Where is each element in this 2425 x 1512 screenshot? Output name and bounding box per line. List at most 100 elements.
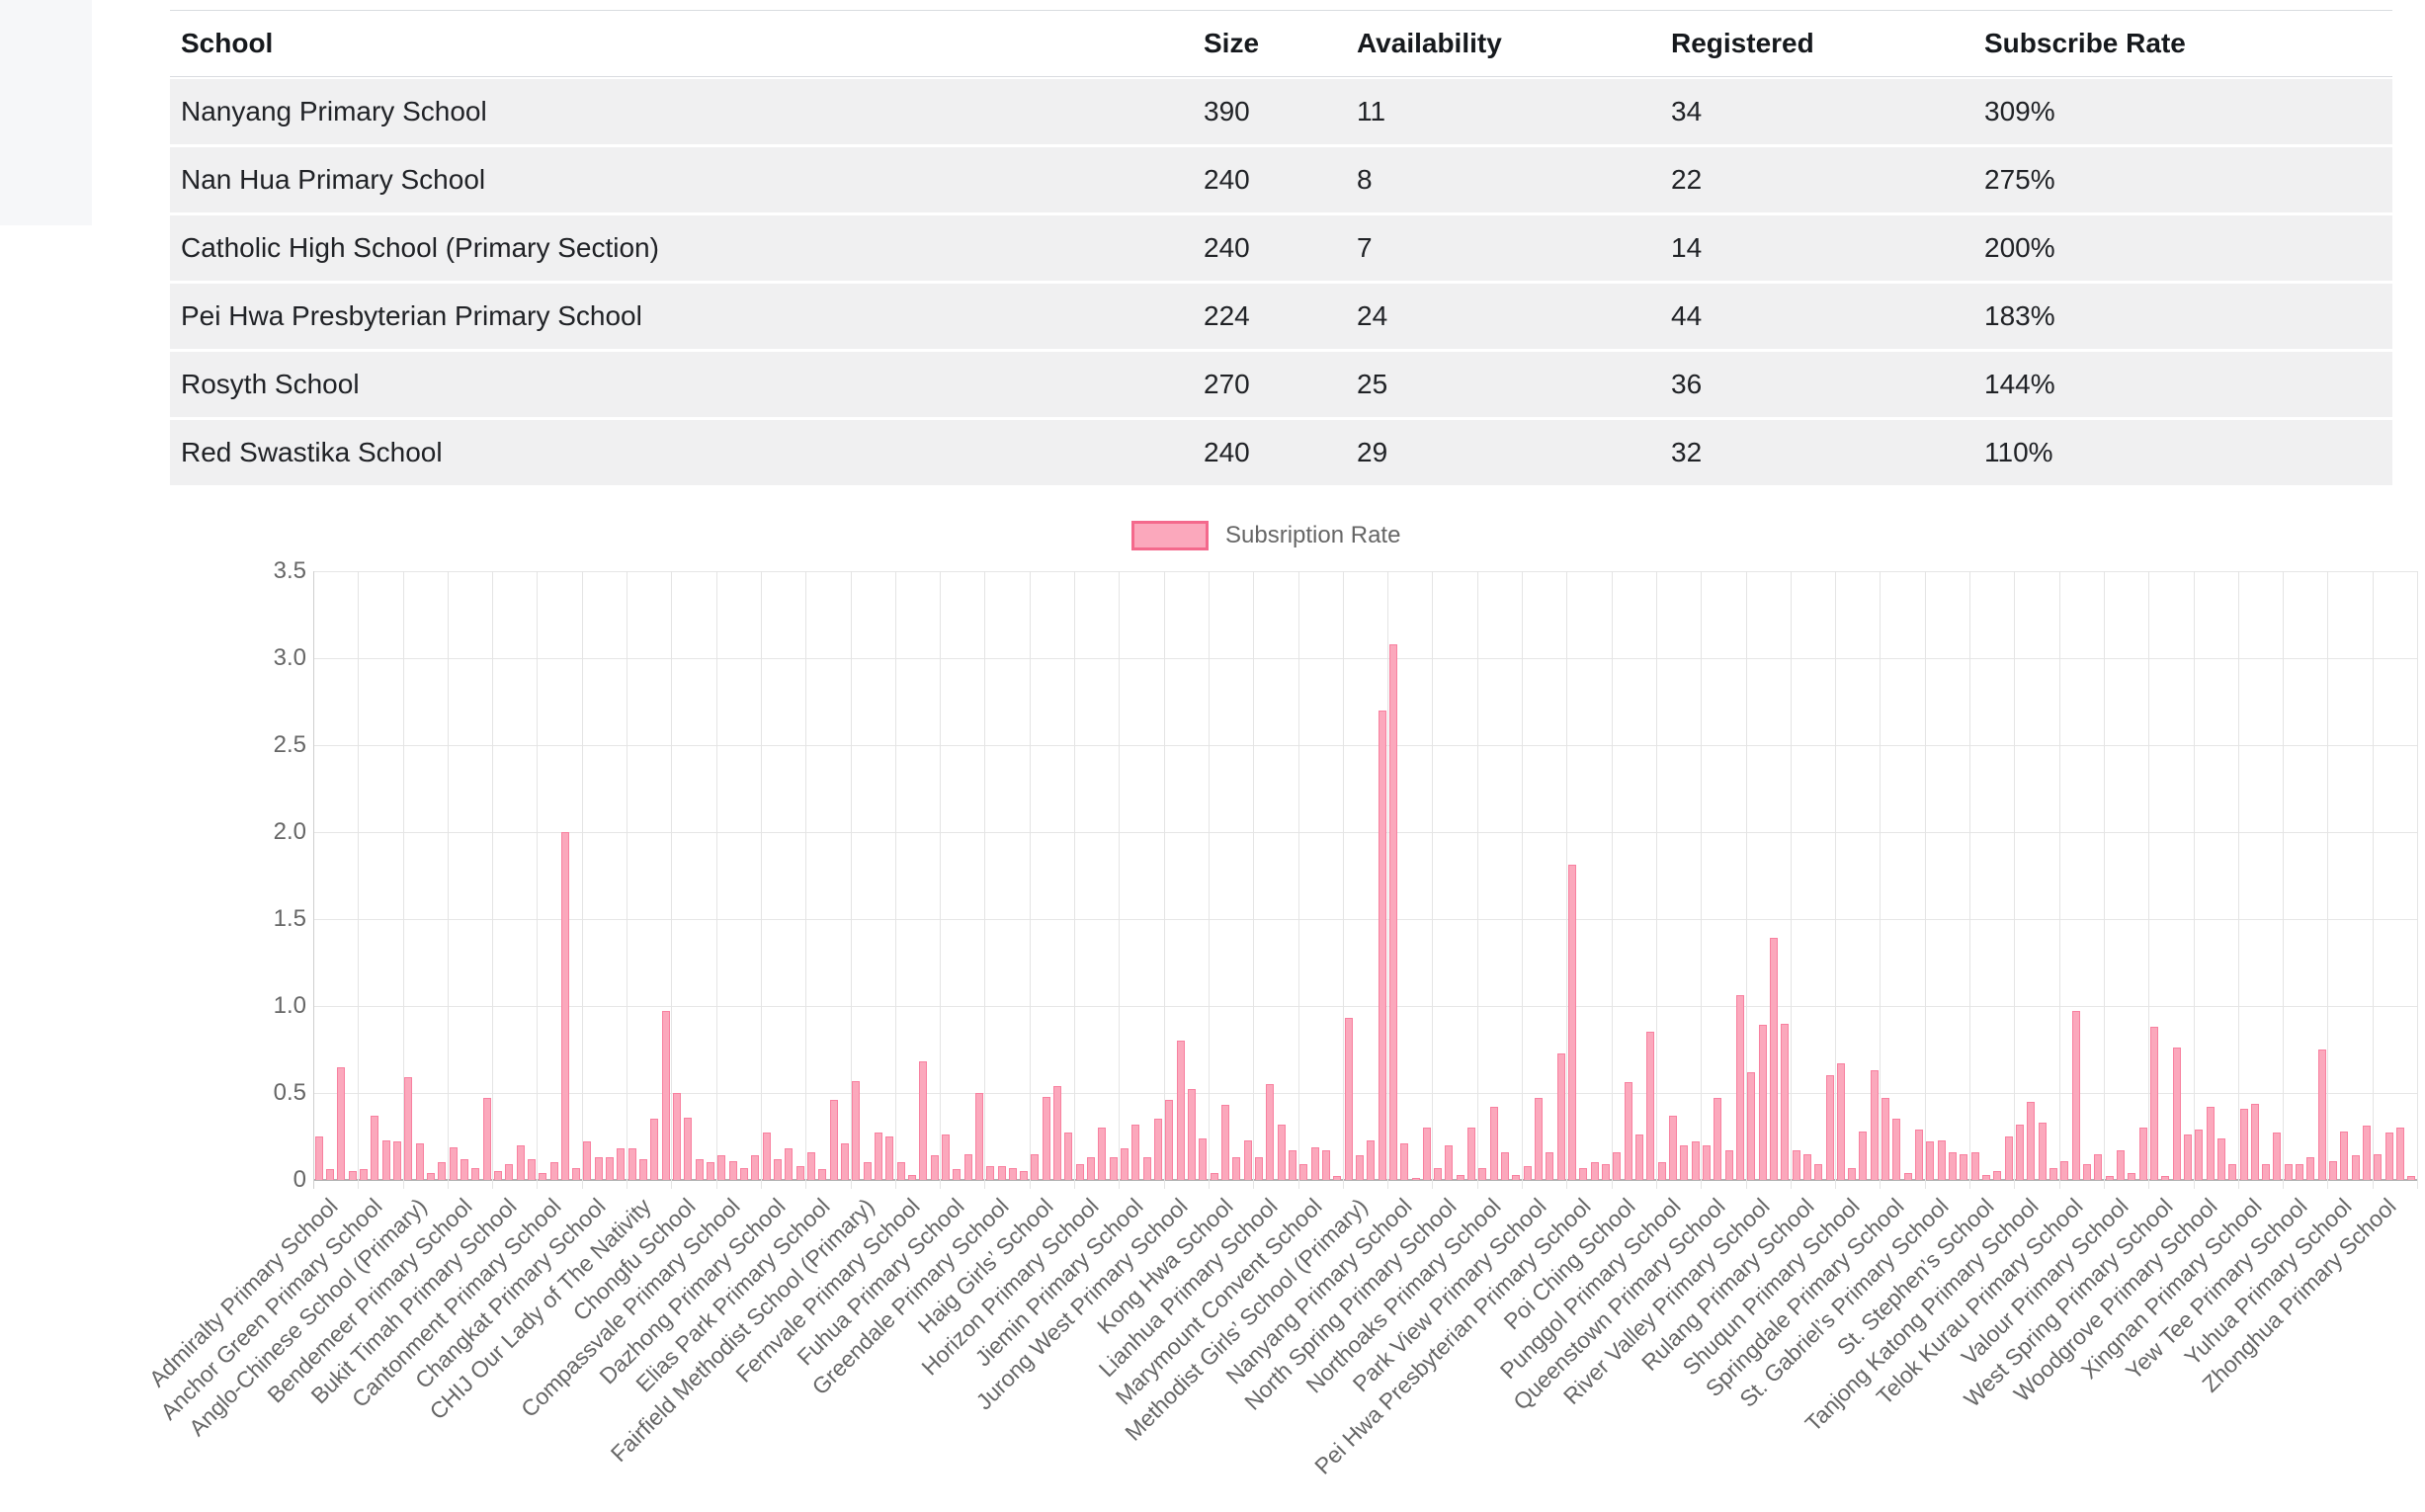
bar xyxy=(2384,1133,2393,1180)
bar xyxy=(1814,1164,1823,1180)
bar xyxy=(2317,1050,2326,1180)
bar xyxy=(1747,1072,1756,1180)
bar xyxy=(1590,1162,1599,1180)
bar xyxy=(1176,1041,1185,1180)
table-cell: 183% xyxy=(1984,300,2055,331)
table-row: Nanyang Primary School 390 11 34 309% xyxy=(170,79,2392,144)
bar xyxy=(381,1140,390,1180)
bar xyxy=(1087,1157,1096,1180)
bar xyxy=(1691,1141,1700,1180)
gridline-vertical xyxy=(1566,571,1567,1189)
bar xyxy=(1680,1145,1689,1180)
bar xyxy=(1949,1152,1957,1180)
bar xyxy=(1546,1152,1554,1180)
table-row: Pei Hwa Presbyterian Primary School 224 24… xyxy=(170,284,2392,349)
table-cell: 240 xyxy=(1204,437,1250,467)
bar xyxy=(1355,1155,1364,1180)
bar xyxy=(1277,1125,1286,1180)
y-axis-tick-label: 0 xyxy=(293,1166,306,1193)
bar xyxy=(1321,1150,1330,1180)
gridline-vertical xyxy=(582,571,583,1189)
gridline-horizontal xyxy=(313,1093,2417,1094)
bar xyxy=(1859,1132,1868,1180)
bar xyxy=(684,1118,693,1180)
bar xyxy=(1299,1164,1308,1180)
gridline-vertical xyxy=(1925,571,1926,1189)
bar xyxy=(1792,1150,1800,1180)
bar xyxy=(2195,1130,2204,1180)
bar xyxy=(1008,1168,1017,1180)
bar xyxy=(930,1155,939,1180)
gridline-vertical xyxy=(2417,571,2418,1189)
bar xyxy=(1512,1175,1521,1180)
bar xyxy=(471,1168,480,1180)
bar xyxy=(953,1169,962,1180)
bar xyxy=(606,1157,615,1180)
bar xyxy=(438,1162,447,1180)
bar xyxy=(583,1141,592,1180)
bar xyxy=(594,1157,603,1180)
bar xyxy=(2128,1173,2136,1180)
table-cell: 44 xyxy=(1671,300,1703,331)
bar xyxy=(348,1171,357,1180)
bar xyxy=(1478,1168,1487,1180)
gridline-vertical xyxy=(851,571,852,1189)
legend-label: Subsription Rate xyxy=(1225,522,1401,548)
gridline-vertical xyxy=(2014,571,2015,1189)
gridline-vertical xyxy=(761,571,762,1189)
bar xyxy=(806,1152,815,1180)
gridline-vertical xyxy=(2104,571,2105,1189)
gridline-vertical xyxy=(984,571,985,1189)
table-cell: 144% xyxy=(1984,369,2055,399)
gridline-vertical xyxy=(2059,571,2060,1189)
bar xyxy=(2183,1134,2192,1180)
bar xyxy=(1042,1097,1050,1180)
table-cell: 309% xyxy=(1984,96,2055,126)
bar xyxy=(963,1154,972,1180)
bar xyxy=(2396,1128,2404,1180)
gridline-vertical xyxy=(2327,571,2328,1189)
bar xyxy=(1668,1116,1677,1180)
gridline-vertical xyxy=(1298,571,1299,1189)
table-cell: 29 xyxy=(1357,437,1388,467)
bar xyxy=(1333,1176,1342,1180)
table-cell: 275% xyxy=(1984,164,2055,195)
table-cell: 14 xyxy=(1671,232,1703,263)
column-header: Subscribe Rate xyxy=(1984,28,2186,58)
bar xyxy=(404,1077,413,1180)
table-cell: 25 xyxy=(1357,369,1388,399)
gridline-vertical xyxy=(1030,571,1031,1189)
bar xyxy=(426,1173,435,1180)
gridline-vertical xyxy=(1835,571,1836,1189)
gridline-horizontal xyxy=(313,1006,2417,1007)
gridline-vertical xyxy=(2238,571,2239,1189)
bar xyxy=(2363,1126,2371,1180)
table-cell: Nanyang Primary School xyxy=(181,96,487,126)
bar xyxy=(1613,1152,1622,1180)
gridline-vertical xyxy=(1612,571,1613,1189)
bar xyxy=(1982,1175,1990,1180)
bar xyxy=(852,1081,861,1180)
bar xyxy=(1064,1133,1073,1180)
table-cell: 224 xyxy=(1204,300,1250,331)
bar xyxy=(974,1093,983,1180)
bar xyxy=(1881,1098,1890,1180)
gridline-vertical xyxy=(537,571,538,1189)
bar xyxy=(795,1166,804,1180)
bar xyxy=(1020,1171,1029,1180)
bar xyxy=(1165,1100,1174,1180)
table-cell: 110% xyxy=(1984,437,2053,467)
legend[interactable]: Subsription Rate xyxy=(1131,521,1400,550)
bar xyxy=(1154,1119,1162,1180)
table-cell: Rosyth School xyxy=(181,369,360,399)
bar xyxy=(2082,1164,2091,1180)
gridline-vertical xyxy=(1522,571,1523,1189)
bar xyxy=(1523,1166,1532,1180)
bar xyxy=(728,1161,737,1180)
bar xyxy=(1758,1025,1767,1180)
bar xyxy=(516,1145,525,1180)
bar xyxy=(673,1093,681,1180)
bar xyxy=(1702,1145,1711,1180)
table-cell: 240 xyxy=(1204,164,1250,195)
